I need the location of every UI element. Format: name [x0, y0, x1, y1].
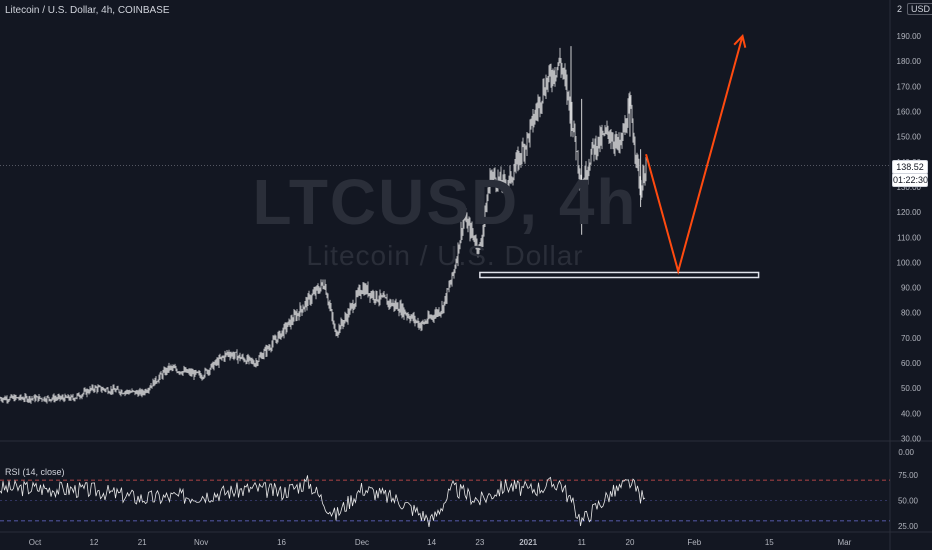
time-tick-label: 2021 — [519, 538, 537, 547]
time-tick-label: 12 — [90, 538, 99, 547]
projection-path — [645, 35, 744, 275]
price-tick-label: 150.00 — [897, 133, 922, 142]
price-tick-label: 130.00 — [897, 183, 922, 192]
price-tick-label: 100.00 — [897, 258, 922, 267]
rsi-tick-label: 25.00 — [898, 522, 919, 531]
last-price-tag: 138.52 — [892, 160, 928, 174]
time-tick-label: 20 — [626, 538, 635, 547]
currency-code[interactable]: USD — [907, 3, 932, 15]
time-tick-label: Dec — [355, 538, 369, 547]
price-tick-label: 160.00 — [897, 107, 922, 116]
rsi-tick-label: 75.00 — [898, 471, 919, 480]
rsi-tick-label: 50.00 — [898, 497, 919, 506]
projection-arrowhead — [733, 33, 747, 48]
price-tick-label: 120.00 — [897, 208, 922, 217]
rsi-indicator-label[interactable]: RSI (14, close) — [5, 467, 65, 477]
price-tick-label: 170.00 — [897, 82, 922, 91]
currency-indicator[interactable]: 2 USD — [897, 3, 932, 15]
time-tick-label: 11 — [578, 538, 587, 547]
time-tick-label: 15 — [765, 538, 774, 547]
price-tick-label: 90.00 — [901, 284, 922, 293]
watermark-symbol: LTCUSD, 4h — [252, 166, 638, 238]
time-tick-label: Mar — [837, 538, 851, 547]
rsi-line — [0, 475, 646, 527]
price-tick-label: 40.00 — [901, 409, 922, 418]
watermark-name: Litecoin / U.S. Dollar — [306, 240, 584, 271]
price-tick-label: 190.00 — [897, 32, 922, 41]
time-tick-label: 23 — [475, 538, 484, 547]
time-tick-label: 21 — [138, 538, 147, 547]
symbol-header[interactable]: Litecoin / U.S. Dollar, 4h, COINBASE — [5, 5, 170, 16]
countdown-tag: 01:22:30 — [892, 173, 929, 187]
price-tick-label: 70.00 — [901, 334, 922, 343]
price-tick-label: 30.00 — [901, 435, 922, 444]
price-tick-label: 180.00 — [897, 57, 922, 66]
time-tick-label: Nov — [194, 538, 208, 547]
price-tick-label: 80.00 — [901, 309, 922, 318]
price-tick-label: 110.00 — [897, 233, 921, 242]
time-tick-label: 16 — [277, 538, 286, 547]
support-zone — [479, 271, 760, 279]
rsi-tick-label: 0.00 — [898, 448, 914, 457]
time-tick-label: Oct — [29, 538, 42, 547]
time-tick-label: 14 — [427, 538, 436, 547]
price-tick-label: 50.00 — [901, 384, 922, 393]
price-tick-label: 60.00 — [901, 359, 922, 368]
currency-count: 2 — [897, 4, 903, 14]
time-tick-label: Feb — [687, 538, 701, 547]
